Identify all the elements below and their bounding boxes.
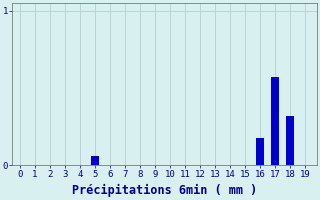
Bar bbox=[271, 77, 279, 165]
X-axis label: Précipitations 6min ( mm ): Précipitations 6min ( mm ) bbox=[72, 184, 257, 197]
Bar bbox=[256, 138, 264, 165]
Bar bbox=[91, 156, 99, 165]
Bar bbox=[286, 116, 294, 165]
